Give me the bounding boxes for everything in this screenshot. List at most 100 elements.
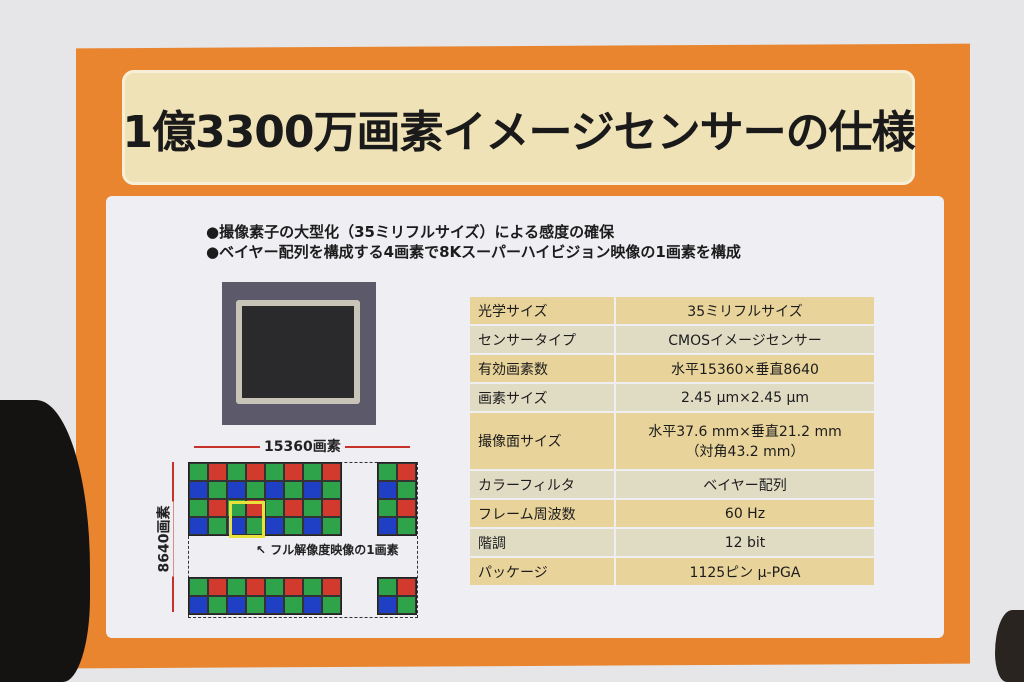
spec-row: パッケージ 1125ピン μ-PGA xyxy=(468,556,876,587)
spec-value-text: 35ミリフルサイズ xyxy=(687,303,803,320)
bayer-cell-green xyxy=(378,578,397,596)
bayer-cell-red xyxy=(284,578,303,596)
bayer-grid-right xyxy=(377,462,417,536)
spec-value-text: （対角43.2 mm） xyxy=(685,444,805,460)
poster-title: 1億3300万画素イメージセンサーの仕様 xyxy=(122,106,915,158)
bayer-cell-red xyxy=(246,463,265,481)
spec-row: 有効画素数 水平15360×垂直8640 xyxy=(468,353,876,384)
bayer-cell-green xyxy=(265,578,284,596)
bayer-cell-green xyxy=(397,481,416,499)
bayer-cell-blue xyxy=(303,596,322,614)
bayer-cell-green xyxy=(303,463,322,481)
spec-value: 35ミリフルサイズ xyxy=(614,295,876,326)
spec-label: パッケージ xyxy=(468,556,616,587)
spec-value-text: 水平15360×垂直8640 xyxy=(671,361,819,378)
bayer-cell-red xyxy=(208,578,227,596)
spec-value-text: 1125ピン μ-PGA xyxy=(689,564,801,581)
bayer-cell-green xyxy=(378,499,397,517)
pixel-note: ↖ フル解像度映像の1画素 xyxy=(256,543,399,557)
spec-value-text: 60 Hz xyxy=(724,505,766,522)
bayer-cell-green xyxy=(397,596,416,614)
bayer-cell-green xyxy=(284,481,303,499)
bayer-cell-green xyxy=(227,463,246,481)
spec-value: ベイヤー配列 xyxy=(614,469,876,500)
spec-label: 光学サイズ xyxy=(468,295,616,326)
spec-row: 撮像面サイズ 水平37.6 mm×垂直21.2 mm （対角43.2 mm） xyxy=(468,411,876,471)
bayer-cell-red xyxy=(246,578,265,596)
bayer-cell-blue xyxy=(303,481,322,499)
bayer-cell-blue xyxy=(265,517,284,535)
spec-row: 光学サイズ 35ミリフルサイズ xyxy=(468,295,876,326)
pixel-note-text: フル解像度映像の1画素 xyxy=(270,543,399,557)
bayer-cell-red xyxy=(322,499,341,517)
bayer-cell-green xyxy=(189,499,208,517)
spec-row: 階調 12 bit xyxy=(468,527,876,558)
spec-value: 60 Hz xyxy=(614,498,876,529)
highlight-pixel-box xyxy=(229,501,265,538)
bayer-grid-corner xyxy=(377,577,417,615)
spec-value: CMOSイメージセンサー xyxy=(614,324,876,355)
spec-label: 階調 xyxy=(468,527,616,558)
spec-value: 2.45 μm×2.45 μm xyxy=(614,382,876,413)
title-box: 1億3300万画素イメージセンサーの仕様 xyxy=(122,70,916,185)
spec-value: 1125ピン μ-PGA xyxy=(614,556,876,587)
bayer-cell-blue xyxy=(378,596,397,614)
spec-value-text: 水平37.6 mm×垂直21.2 mm xyxy=(648,424,842,440)
bayer-diagram: 15360画素 8640画素 ↖ フル解像度映像の1画素 xyxy=(153,434,430,624)
spec-value-text: 2.45 μm×2.45 μm xyxy=(680,389,810,406)
spec-row: カラーフィルタ ベイヤー配列 xyxy=(468,469,876,500)
bayer-cell-blue xyxy=(265,596,284,614)
bayer-cell-green xyxy=(322,481,341,499)
sensor-die xyxy=(242,306,354,398)
spec-value: 水平15360×垂直8640 xyxy=(614,353,876,384)
bayer-cell-green xyxy=(397,517,416,535)
person-silhouette xyxy=(995,610,1024,682)
spec-value-text: CMOSイメージセンサー xyxy=(668,332,822,349)
bayer-cell-red xyxy=(284,463,303,481)
bayer-cell-green xyxy=(284,517,303,535)
spec-row: センサータイプ CMOSイメージセンサー xyxy=(468,324,876,355)
bayer-cell-green xyxy=(227,578,246,596)
spec-value-text: 12 bit xyxy=(724,534,766,551)
bullet-list: ●撮像素子の大型化（35ミリフルサイズ）による感度の確保 ●ベイヤー配列を構成す… xyxy=(206,222,741,262)
bayer-cell-green xyxy=(208,481,227,499)
spec-row: 画素サイズ 2.45 μm×2.45 μm xyxy=(468,382,876,413)
bayer-cell-green xyxy=(208,596,227,614)
width-label: 15360画素 xyxy=(260,436,345,456)
bayer-cell-red xyxy=(208,463,227,481)
spec-value-text: ベイヤー配列 xyxy=(703,477,787,494)
bayer-cell-green xyxy=(189,578,208,596)
bayer-cell-red xyxy=(322,578,341,596)
bayer-cell-green xyxy=(189,463,208,481)
bayer-cell-red xyxy=(322,463,341,481)
bayer-cell-blue xyxy=(189,481,208,499)
bayer-cell-blue xyxy=(303,517,322,535)
bayer-cell-green xyxy=(322,596,341,614)
spec-label: カラーフィルタ xyxy=(468,469,616,500)
bayer-cell-blue xyxy=(378,517,397,535)
bullet-item: ●ベイヤー配列を構成する4画素で8Kスーパーハイビジョン映像の1画素を構成 xyxy=(206,243,741,261)
sensor-photo xyxy=(222,282,376,425)
height-label: 8640画素 xyxy=(153,501,174,577)
bayer-cell-red xyxy=(397,578,416,596)
bayer-cell-red xyxy=(208,499,227,517)
bayer-cell-blue xyxy=(227,481,246,499)
bayer-cell-red xyxy=(284,499,303,517)
bayer-cell-red xyxy=(397,463,416,481)
bayer-grid-main xyxy=(188,462,342,536)
bayer-cell-blue xyxy=(265,481,284,499)
spec-label: 画素サイズ xyxy=(468,382,616,413)
bayer-cell-red xyxy=(397,499,416,517)
bayer-cell-green xyxy=(284,596,303,614)
bayer-cell-green xyxy=(246,481,265,499)
spec-value: 水平37.6 mm×垂直21.2 mm （対角43.2 mm） xyxy=(614,411,876,471)
bayer-cell-green xyxy=(265,463,284,481)
bayer-grid-bottom xyxy=(188,577,342,615)
bayer-cell-green xyxy=(322,517,341,535)
spec-value: 12 bit xyxy=(614,527,876,558)
spec-table: 光学サイズ 35ミリフルサイズセンサータイプ CMOSイメージセンサー有効画素数 水平… xyxy=(468,295,876,587)
spec-label: センサータイプ xyxy=(468,324,616,355)
bayer-cell-green xyxy=(246,596,265,614)
spec-row: フレーム周波数 60 Hz xyxy=(468,498,876,529)
spec-label: 撮像面サイズ xyxy=(468,411,616,471)
